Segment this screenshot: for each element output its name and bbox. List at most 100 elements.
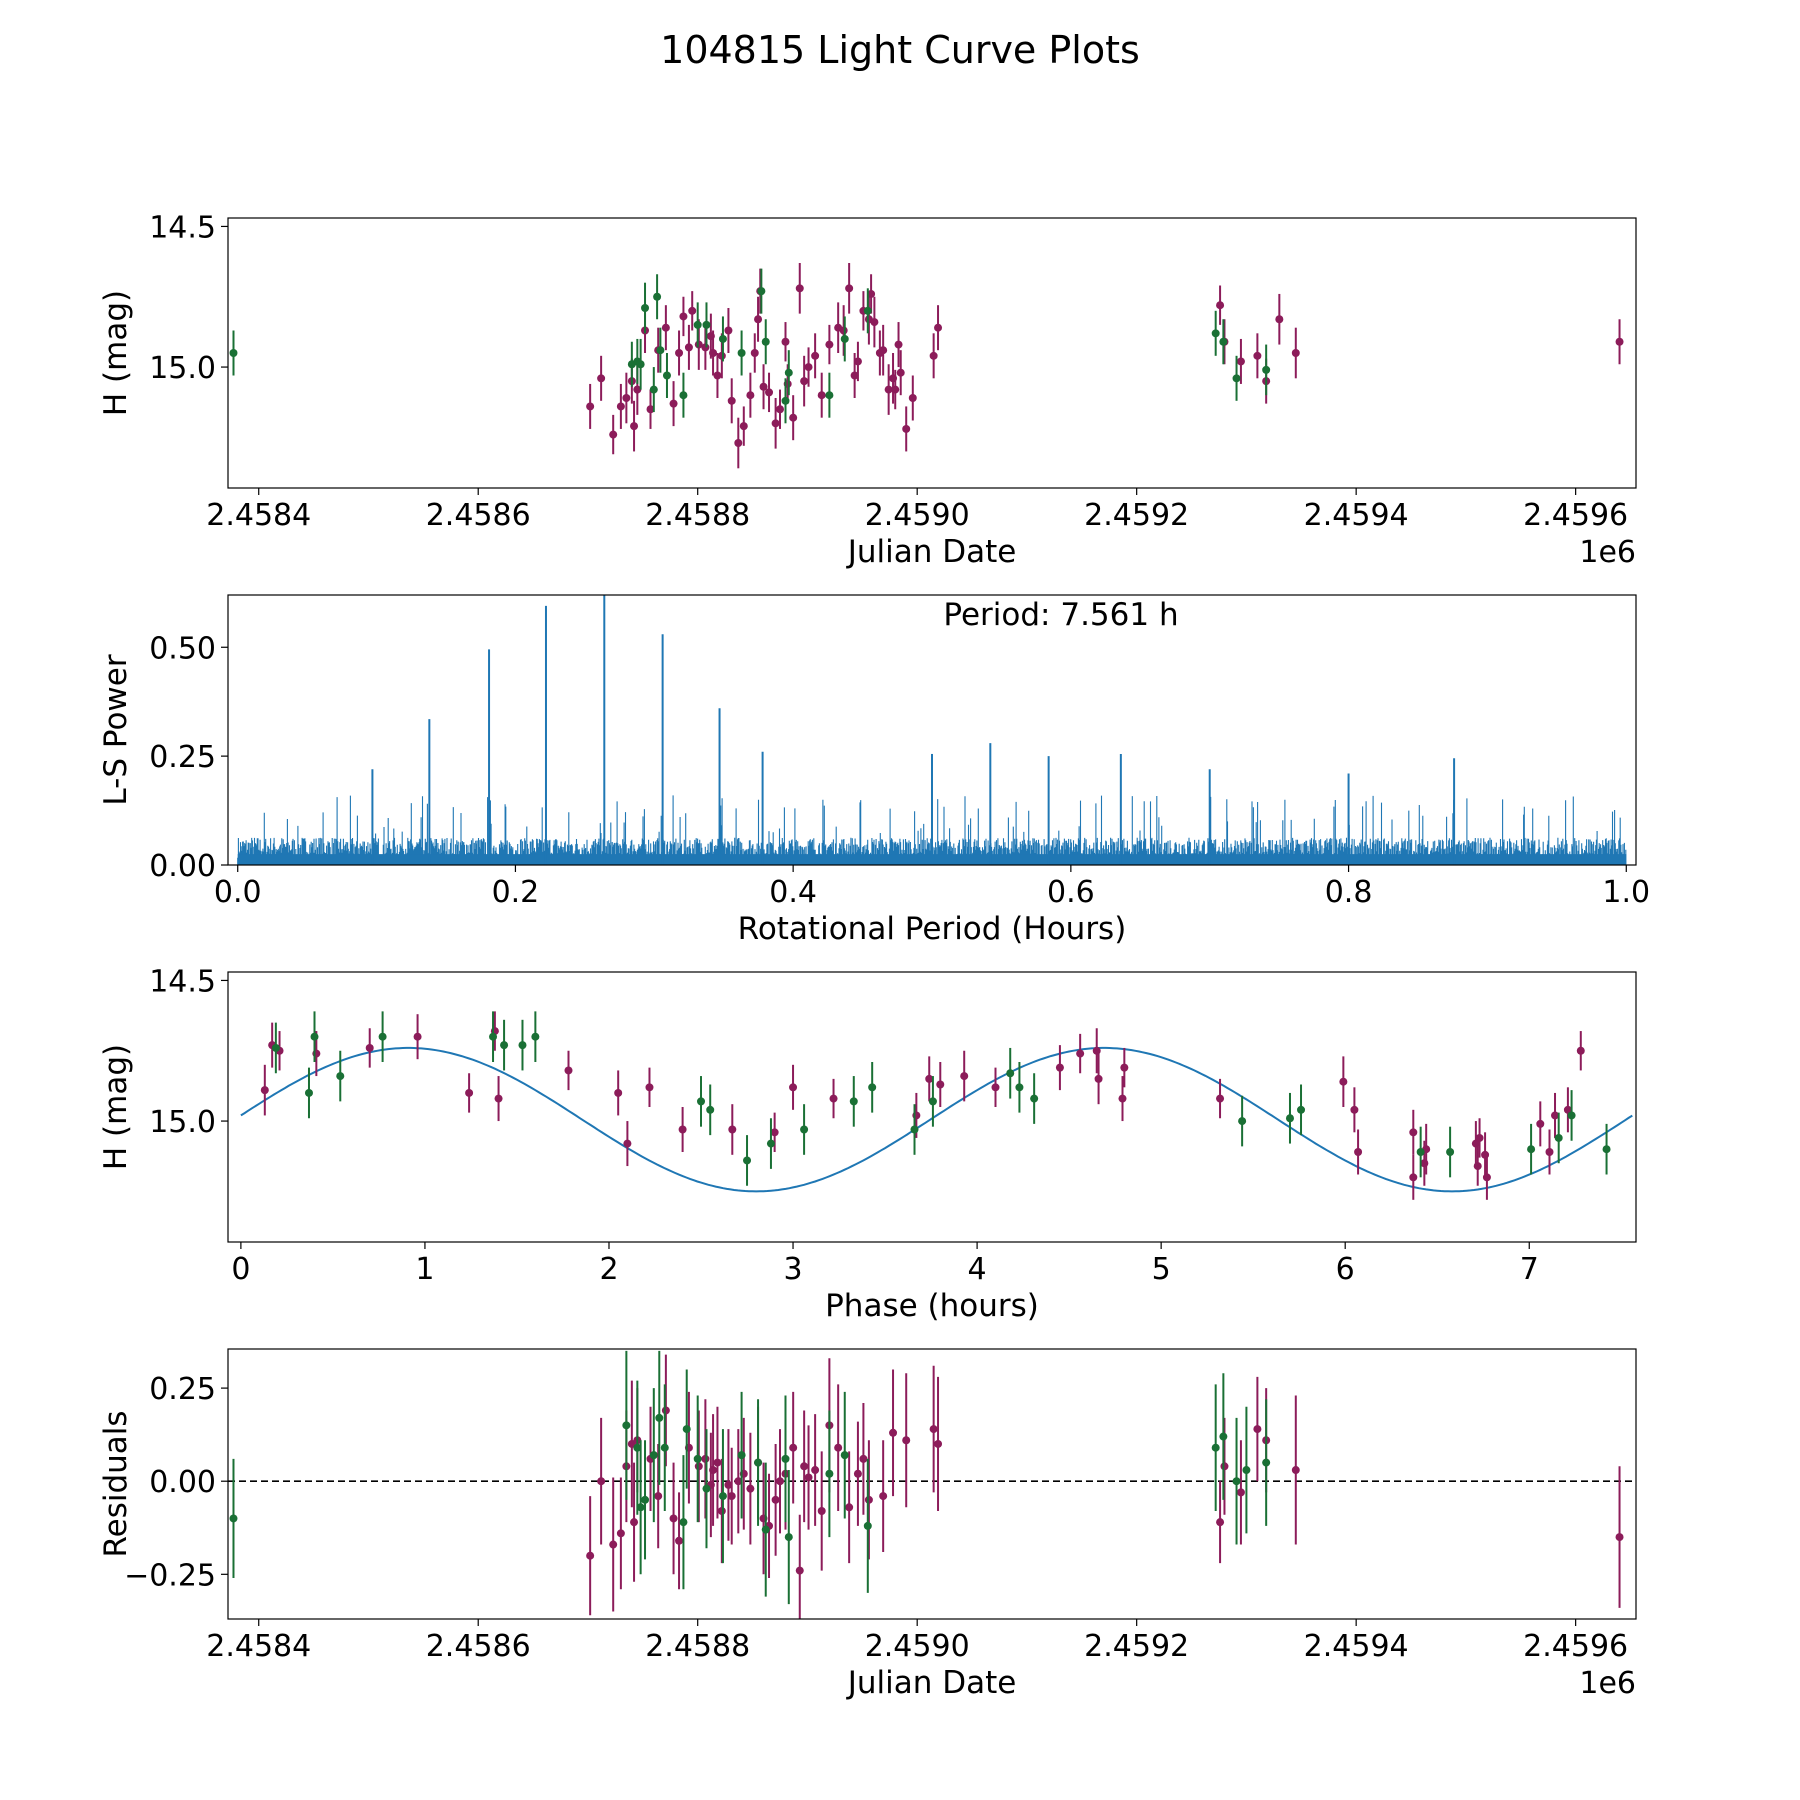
data-point-r <box>804 1473 813 1482</box>
data-point-r <box>609 430 618 439</box>
data-point-r <box>1094 1074 1103 1083</box>
data-point-r <box>1536 1119 1545 1128</box>
data-point-r <box>713 371 722 380</box>
data-point-g <box>653 292 662 301</box>
axes-frame <box>227 971 1637 1243</box>
data-point-r <box>1576 1046 1585 1055</box>
data-point-g <box>1219 337 1228 346</box>
data-point-r <box>678 1125 687 1134</box>
data-point-r <box>853 1469 862 1478</box>
data-point-r <box>586 402 595 411</box>
data-point-r <box>991 1083 1000 1092</box>
y-tick-label: 0.25 <box>149 740 216 775</box>
data-point-g <box>310 1032 319 1041</box>
data-point-r <box>630 1518 639 1527</box>
data-point-r <box>771 1495 780 1504</box>
y-tick-label: 14.5 <box>149 210 216 245</box>
data-point-g <box>682 1425 691 1434</box>
data-point-r <box>929 351 938 360</box>
data-point-g <box>649 1451 658 1460</box>
data-point-r <box>675 349 684 357</box>
data-point-g <box>1219 1432 1228 1441</box>
data-point-r <box>1092 1046 1101 1055</box>
y-tick-label: 15.0 <box>149 1105 216 1140</box>
data-point-r <box>770 1128 779 1137</box>
data-point-r <box>1236 357 1245 366</box>
data-point-r <box>1354 1148 1363 1156</box>
period-annotation: Period: 7.561 h <box>943 597 1178 633</box>
data-point-g <box>702 1484 711 1493</box>
y-tick-label: 0.00 <box>149 1465 216 1500</box>
data-point-r <box>717 1507 726 1515</box>
x-tick-label: 0.0 <box>214 875 262 910</box>
x-tick-label: 0 <box>231 1252 250 1287</box>
y-axis-label: Residuals <box>98 1410 134 1557</box>
x-tick-label: 2.4590 <box>865 1629 970 1664</box>
data-point-g <box>641 304 650 312</box>
data-point-g <box>840 334 849 343</box>
data-point-r <box>1615 1533 1624 1542</box>
x-tick-label: 1.0 <box>1602 875 1650 910</box>
data-point-r <box>781 337 790 346</box>
data-point-g <box>781 1454 790 1463</box>
data-point-g <box>718 334 727 343</box>
y-tick-label: 0.00 <box>149 849 216 884</box>
data-point-g <box>718 1492 727 1501</box>
data-point-g <box>761 337 770 346</box>
data-point-r <box>622 394 631 402</box>
data-point-r <box>413 1032 422 1041</box>
data-point-r <box>925 1074 934 1083</box>
axes-frame <box>227 217 1637 489</box>
x-tick-label: 2.4588 <box>645 498 750 533</box>
data-point-r <box>859 1454 868 1463</box>
data-point-g <box>910 1125 919 1134</box>
data-point-r <box>684 343 693 352</box>
data-point-r <box>669 1514 678 1523</box>
data-point-r <box>1551 1111 1560 1120</box>
x-tick-label: 2.4584 <box>206 498 311 533</box>
data-point-r <box>864 1495 873 1504</box>
data-point-g <box>304 1088 313 1097</box>
data-point-r <box>811 351 820 360</box>
phased-light-curve-plot-area <box>240 1011 1633 1200</box>
data-point-g <box>622 1421 631 1430</box>
data-point-r <box>960 1072 969 1081</box>
data-point-r <box>825 340 834 349</box>
data-point-r <box>1339 1077 1348 1086</box>
data-point-g <box>662 371 671 380</box>
data-point-r <box>1220 1462 1229 1471</box>
x-tick-label: 2.4594 <box>1304 1629 1409 1664</box>
x-tick-label: 2.4596 <box>1523 498 1628 533</box>
data-point-r <box>675 1536 684 1545</box>
data-point-g <box>1030 1094 1039 1103</box>
data-point-g <box>1554 1133 1563 1142</box>
data-point-g <box>781 396 790 405</box>
data-point-r <box>646 405 655 414</box>
phased-light-curve-panel: 0 1 2 3 4 5 6 7 15.0 14.5 Phase (hours) H (mag) <box>98 964 1637 1324</box>
data-point-g <box>636 360 645 369</box>
data-point-r <box>365 1043 374 1052</box>
data-point-r <box>867 289 876 298</box>
data-point-g <box>928 1097 937 1106</box>
data-point-g <box>679 391 688 400</box>
x-tick-label: 1 <box>415 1252 434 1287</box>
data-point-r <box>654 1492 663 1501</box>
x-tick-label: 0.4 <box>769 875 817 910</box>
periodogram-panel: 0.0 0.2 0.4 0.6 0.8 1.0 0.00 0.25 0.50 Rotational… <box>98 594 1650 947</box>
y-tick-label: 14.5 <box>149 964 216 999</box>
axes-frame <box>227 594 1637 866</box>
data-point-g <box>271 1043 280 1052</box>
data-point-g <box>1015 1083 1024 1092</box>
data-point-r <box>633 385 642 394</box>
data-point-r <box>616 402 625 411</box>
data-point-g <box>656 346 665 355</box>
data-point-r <box>884 385 893 394</box>
data-point-r <box>564 1066 573 1075</box>
data-point-r <box>845 1503 854 1512</box>
data-point-g <box>697 1097 706 1106</box>
data-point-g <box>800 1125 809 1134</box>
data-point-g <box>766 1139 775 1148</box>
x-tick-label: 2.4586 <box>426 1629 531 1664</box>
data-point-r <box>896 368 905 377</box>
data-point-r <box>694 1462 703 1471</box>
